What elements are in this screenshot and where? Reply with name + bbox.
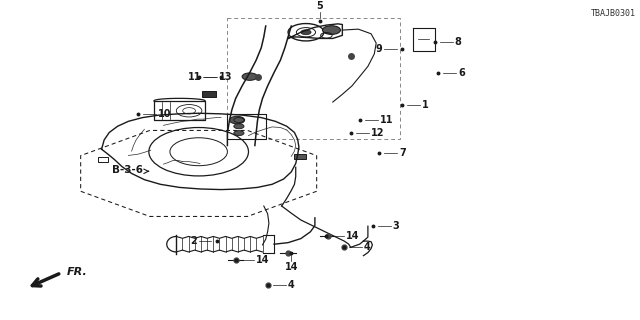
FancyBboxPatch shape [98,157,108,162]
Text: 2: 2 [190,236,196,246]
Text: 14: 14 [285,262,298,272]
Text: 11: 11 [188,72,201,82]
Text: 4: 4 [287,280,294,290]
Text: 8: 8 [455,37,461,47]
Text: 6: 6 [458,68,465,77]
Circle shape [323,26,340,35]
Text: 14: 14 [255,255,269,265]
Text: 13: 13 [218,72,232,82]
Text: 1: 1 [422,100,428,110]
Circle shape [242,73,257,80]
Text: 5: 5 [317,1,323,11]
Text: FR.: FR. [67,267,87,277]
Text: 7: 7 [399,148,406,158]
Text: 4: 4 [364,242,371,252]
Circle shape [234,131,244,136]
Text: 3: 3 [393,221,399,231]
FancyBboxPatch shape [202,91,216,97]
Circle shape [234,124,244,129]
Text: B-3-6: B-3-6 [113,165,143,175]
Text: 14: 14 [346,230,360,241]
Circle shape [229,116,244,124]
Circle shape [301,30,311,35]
FancyBboxPatch shape [294,154,306,159]
Text: 10: 10 [158,109,172,119]
Circle shape [234,117,244,123]
Text: 12: 12 [371,128,384,138]
Text: TBAJB0301: TBAJB0301 [591,9,636,18]
Text: 9: 9 [375,44,382,54]
Text: 11: 11 [380,115,394,125]
